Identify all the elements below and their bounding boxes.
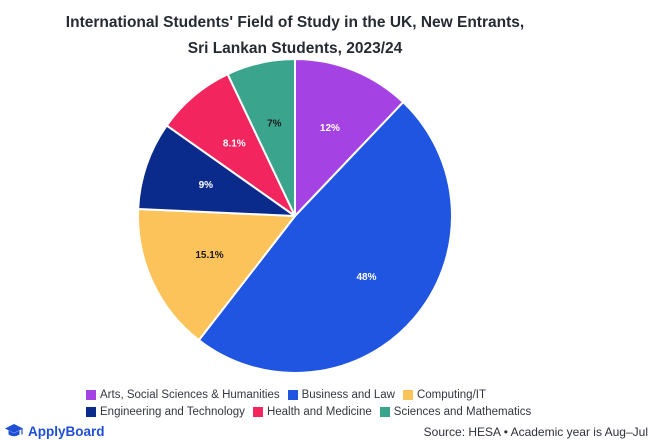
pie-label-arts: 12% (320, 123, 340, 134)
pie-slice-sciences (226, 58, 296, 217)
pie-slice-business (197, 101, 453, 374)
legend-item-health: Health and Medicine (252, 405, 372, 418)
legend-item-engineering: Engineering and Technology (86, 406, 245, 418)
legend-swatch-health (252, 406, 263, 417)
legend-item-business: Business and Law (287, 388, 395, 401)
legend-item-arts: Arts, Social Sciences & Humanities (86, 389, 280, 401)
legend-label-arts: Arts, Social Sciences & Humanities (100, 388, 280, 401)
graduation-cap-icon (5, 424, 23, 437)
legend-swatch-engineering (86, 406, 96, 417)
pie-slice-computing (137, 208, 296, 342)
source-note: Source: HESA • Academic year is Aug–Jul (423, 425, 648, 439)
pie-label-engineering: 9% (199, 180, 214, 191)
brand-name: ApplyBoard (28, 423, 105, 439)
pie-label-health: 8.1% (223, 138, 246, 149)
legend-label-engineering: Engineering and Technology (100, 405, 245, 418)
legend-row-2: Engineering and Technology Health and Me… (86, 403, 606, 420)
legend-row-1: Arts, Social Sciences & Humanities Busin… (86, 386, 606, 403)
chart-legend: Arts, Social Sciences & Humanities Busin… (86, 386, 606, 420)
pie-label-sciences: 7% (267, 119, 282, 130)
legend-swatch-business (287, 389, 298, 400)
pie-slice-arts (294, 58, 405, 217)
pie-slice-engineering (137, 124, 296, 217)
chart-title-line-2: Sri Lankan Students, 2023/24 (187, 40, 403, 57)
legend-swatch-computing (402, 389, 413, 400)
legend-label-business: Business and Law (301, 388, 395, 401)
pie-label-business: 48% (356, 272, 376, 283)
pie-label-computing: 15.1% (195, 250, 223, 261)
legend-swatch-sciences (379, 406, 390, 417)
chart-title-line-1: International Students' Field of Study i… (65, 14, 525, 31)
legend-label-health: Health and Medicine (266, 405, 372, 418)
legend-item-computing: Computing/IT (402, 388, 486, 401)
chart-title: International Students' Field of Study i… (0, 10, 590, 62)
legend-label-computing: Computing/IT (416, 388, 486, 401)
applyboard-logo: ApplyBoard (4, 423, 105, 439)
legend-item-sciences: Sciences and Mathematics (379, 405, 532, 418)
legend-swatch-arts (86, 389, 96, 400)
legend-label-sciences: Sciences and Mathematics (393, 405, 532, 418)
